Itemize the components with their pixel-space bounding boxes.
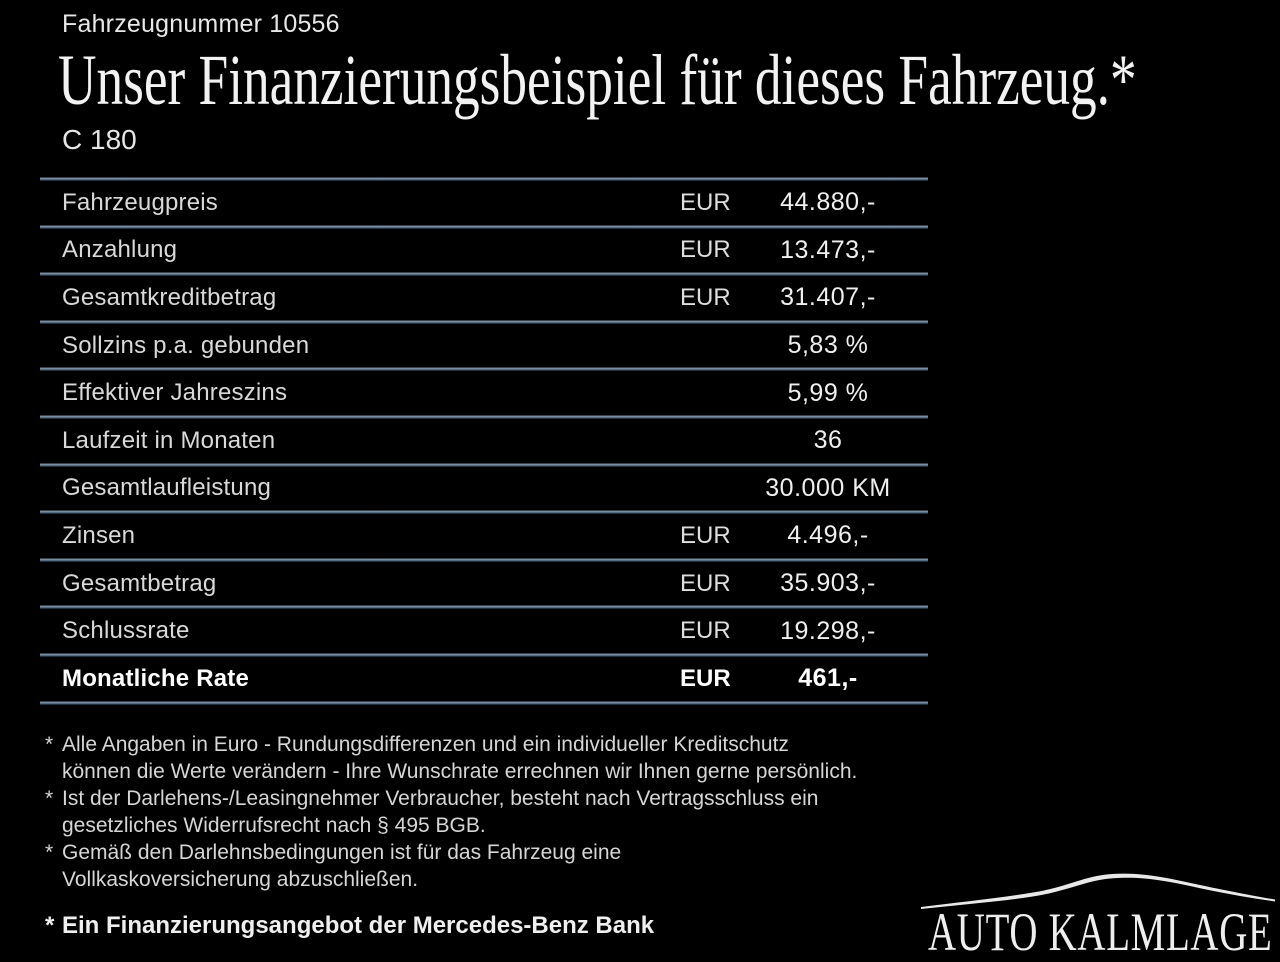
footnote-line: können die Werte verändern - Ihre Wunsch… <box>62 760 858 783</box>
row-label: Fahrzeugpreis <box>62 188 219 216</box>
row-value: 5,83 % <box>787 331 869 360</box>
divider <box>40 272 928 277</box>
row-label: Laufzeit in Monaten <box>62 426 276 454</box>
table-row: Zinsen EUR 4.496,- <box>40 514 928 558</box>
row-value: 461,- <box>798 664 858 693</box>
footnote-marker: * <box>45 841 54 864</box>
divider <box>40 319 928 324</box>
dealer-name: AUTO KALMLAGE <box>928 902 1273 962</box>
currency-label: EUR <box>680 664 731 692</box>
currency-label: EUR <box>680 617 731 645</box>
divider <box>40 462 928 467</box>
currency-label: EUR <box>680 236 731 264</box>
financing-bank-note: * Ein Finanzierungsangebot der Mercedes-… <box>45 912 654 940</box>
car-silhouette-icon <box>921 873 1275 909</box>
divider <box>40 414 928 419</box>
row-value: 5,99 % <box>787 378 869 407</box>
row-label: Sollzins p.a. gebunden <box>62 331 310 359</box>
bank-note-text: Ein Finanzierungsangebot der Mercedes-Be… <box>62 912 655 939</box>
row-label: Effektiver Jahreszins <box>62 379 288 407</box>
footnote-line: Gemäß den Darlehnsbedingungen ist für da… <box>62 841 622 864</box>
row-value: 36 <box>813 426 843 455</box>
footnote-line: Vollkaskoversicherung abzuschließen. <box>62 868 419 891</box>
row-value: 31.407,- <box>780 283 876 312</box>
row-label: Anzahlung <box>62 236 178 264</box>
row-value: 44.880,- <box>780 188 876 217</box>
footnote-marker: * <box>45 787 54 810</box>
row-label: Zinsen <box>62 521 136 549</box>
footnote: * Ist der Darlehens-/Leasingnehmer Verbr… <box>45 785 857 839</box>
currency-label: EUR <box>680 521 731 549</box>
footnotes: * Alle Angaben in Euro - Rundungsdiffere… <box>45 731 857 893</box>
table-row: Gesamtlaufleistung 30.000 KM <box>40 467 928 511</box>
divider <box>40 224 928 229</box>
row-label: Gesamtkreditbetrag <box>62 283 277 311</box>
row-value: 35.903,- <box>780 569 876 598</box>
row-label: Monatliche Rate <box>62 664 250 692</box>
table-row: Laufzeit in Monaten 36 <box>40 419 928 463</box>
vehicle-model: C 180 <box>62 124 137 155</box>
table-row: Gesamtkreditbetrag EUR 31.407,- <box>40 276 928 320</box>
footnote-line: Alle Angaben in Euro - Rundungsdifferenz… <box>62 733 789 756</box>
row-value: 19.298,- <box>780 616 876 645</box>
divider <box>40 652 928 657</box>
currency-label: EUR <box>680 283 731 311</box>
table-row-monthly-rate: Monatliche Rate EUR 461,- <box>40 657 928 701</box>
currency-label: EUR <box>680 188 731 216</box>
row-label: Gesamtlaufleistung <box>62 474 272 502</box>
divider <box>40 557 928 562</box>
page-title: Unser Finanzierungsbeispiel für dieses F… <box>58 40 1137 120</box>
row-label: Schlussrate <box>62 617 190 645</box>
divider <box>40 700 928 705</box>
footnote-marker: * <box>45 912 55 939</box>
table-row: Sollzins p.a. gebunden 5,83 % <box>40 324 928 368</box>
row-value: 4.496,- <box>787 521 869 550</box>
financing-table: Fahrzeugpreis EUR 44.880,- Anzahlung EUR… <box>40 177 928 705</box>
footnote-line: Ist der Darlehens-/Leasingnehmer Verbrau… <box>62 787 819 810</box>
table-row: Gesamtbetrag EUR 35.903,- <box>40 562 928 606</box>
row-value: 13.473,- <box>780 235 876 264</box>
row-value: 30.000 KM <box>765 473 891 502</box>
table-row: Effektiver Jahreszins 5,99 % <box>40 371 928 415</box>
dealer-logo <box>916 854 1280 916</box>
footnote: * Alle Angaben in Euro - Rundungsdiffere… <box>45 731 857 785</box>
vehicle-number: Fahrzeugnummer 10556 <box>62 10 340 38</box>
footnote: * Gemäß den Darlehnsbedingungen ist für … <box>45 839 857 893</box>
table-row: Fahrzeugpreis EUR 44.880,- <box>40 181 928 225</box>
row-label: Gesamtbetrag <box>62 569 217 597</box>
table-row: Schlussrate EUR 19.298,- <box>40 609 928 653</box>
divider <box>40 605 928 610</box>
currency-label: EUR <box>680 569 731 597</box>
footnote-marker: * <box>45 733 54 756</box>
table-row: Anzahlung EUR 13.473,- <box>40 229 928 273</box>
divider <box>40 367 928 372</box>
divider <box>40 510 928 515</box>
footnote-line: gesetzliches Widerrufsrecht nach § 495 B… <box>62 814 486 837</box>
divider <box>40 177 928 181</box>
